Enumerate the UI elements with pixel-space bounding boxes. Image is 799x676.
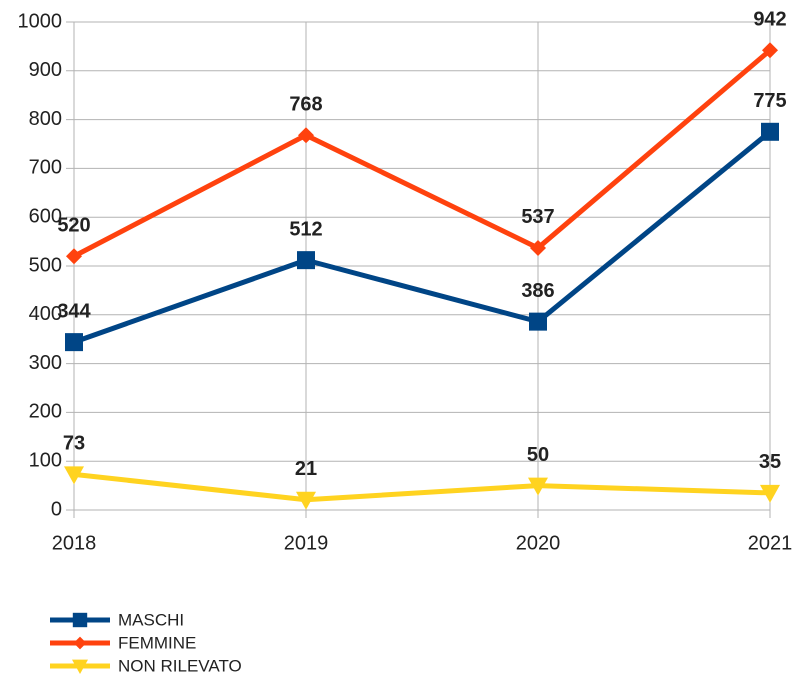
marker [298, 127, 314, 144]
legend-label: NON RILEVATO [118, 656, 242, 675]
legend-label: MASCHI [118, 610, 184, 629]
y-tick-label: 600 [29, 205, 62, 227]
data-label: 512 [289, 218, 322, 240]
data-label: 942 [753, 9, 786, 31]
x-tick-label: 2021 [748, 532, 793, 554]
marker [528, 477, 548, 496]
marker [65, 333, 83, 352]
marker [761, 122, 779, 141]
marker [296, 491, 316, 510]
legend-marker [72, 659, 88, 674]
legend-marker [73, 636, 87, 650]
marker [530, 239, 546, 256]
data-label: 50 [527, 444, 549, 466]
legend-label: FEMMINE [118, 633, 196, 652]
x-tick-label: 2018 [52, 532, 97, 554]
data-label: 768 [289, 93, 322, 115]
y-tick-label: 900 [29, 59, 62, 81]
y-tick-label: 400 [29, 303, 62, 325]
data-label: 21 [295, 458, 317, 480]
x-tick-label: 2020 [516, 532, 561, 554]
y-tick-label: 800 [29, 108, 62, 130]
series-line [73, 471, 771, 503]
series-line [72, 48, 772, 259]
y-tick-label: 300 [29, 352, 62, 374]
marker [297, 251, 315, 270]
y-tick-label: 500 [29, 254, 62, 276]
marker [66, 248, 82, 265]
data-label: 73 [63, 433, 85, 455]
marker [760, 484, 780, 503]
data-label: 520 [57, 215, 90, 237]
data-label: 386 [521, 280, 554, 302]
data-label: 344 [57, 300, 91, 322]
y-tick-label: 0 [51, 498, 62, 520]
marker [529, 312, 547, 331]
y-tick-label: 100 [29, 449, 62, 471]
data-label: 537 [521, 206, 554, 228]
data-label: 775 [753, 90, 786, 112]
y-tick-label: 200 [29, 401, 62, 423]
marker [64, 466, 84, 485]
y-tick-label: 1000 [18, 10, 63, 32]
y-tick-label: 700 [29, 157, 62, 179]
legend-marker [72, 612, 88, 628]
marker [762, 42, 778, 59]
x-tick-label: 2019 [284, 532, 329, 554]
series-line [73, 129, 772, 345]
data-label: 35 [759, 451, 781, 473]
